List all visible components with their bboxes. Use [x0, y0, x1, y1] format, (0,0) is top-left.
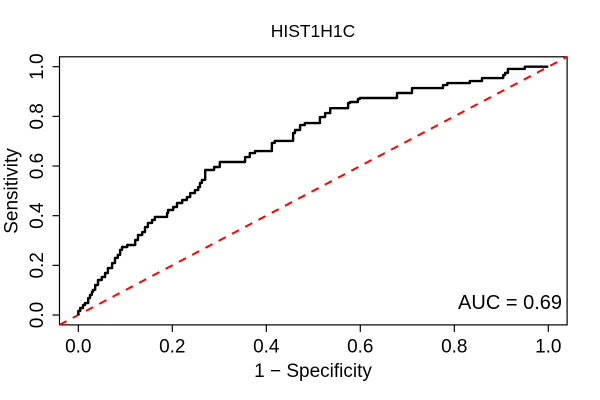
x-axis-label: 1 − Specificity	[254, 361, 372, 382]
x-tick-label: 0.6	[347, 337, 373, 358]
x-tick-label: 0.4	[253, 337, 280, 358]
x-tick-label: 0.2	[159, 337, 185, 358]
y-tick-label: 1.0	[27, 53, 48, 79]
x-tick-label: 0.8	[441, 337, 467, 358]
y-tick-label: 0.0	[27, 302, 48, 328]
chart-title: HIST1H1C	[271, 21, 356, 41]
x-tick-label: 1.0	[535, 337, 561, 358]
y-tick-label: 0.4	[27, 202, 48, 229]
y-axis-label: Sensitivity	[2, 148, 23, 234]
plot-frame	[58, 56, 568, 326]
y-tick-label: 0.8	[27, 103, 48, 129]
y-tick-label: 0.6	[27, 153, 48, 179]
axes: 0.0 0.2 0.4 0.6 0.8 1.0 0.0 0.2 0.4 0.6 0.8 1.0	[27, 53, 568, 358]
auc-annotation: AUC = 0.69	[458, 292, 562, 314]
x-tick-label: 0.0	[65, 337, 91, 358]
roc-curve	[77, 65, 549, 315]
series-layer	[59, 55, 568, 326]
y-tick-label: 0.2	[27, 252, 48, 278]
chance-line	[59, 55, 568, 326]
